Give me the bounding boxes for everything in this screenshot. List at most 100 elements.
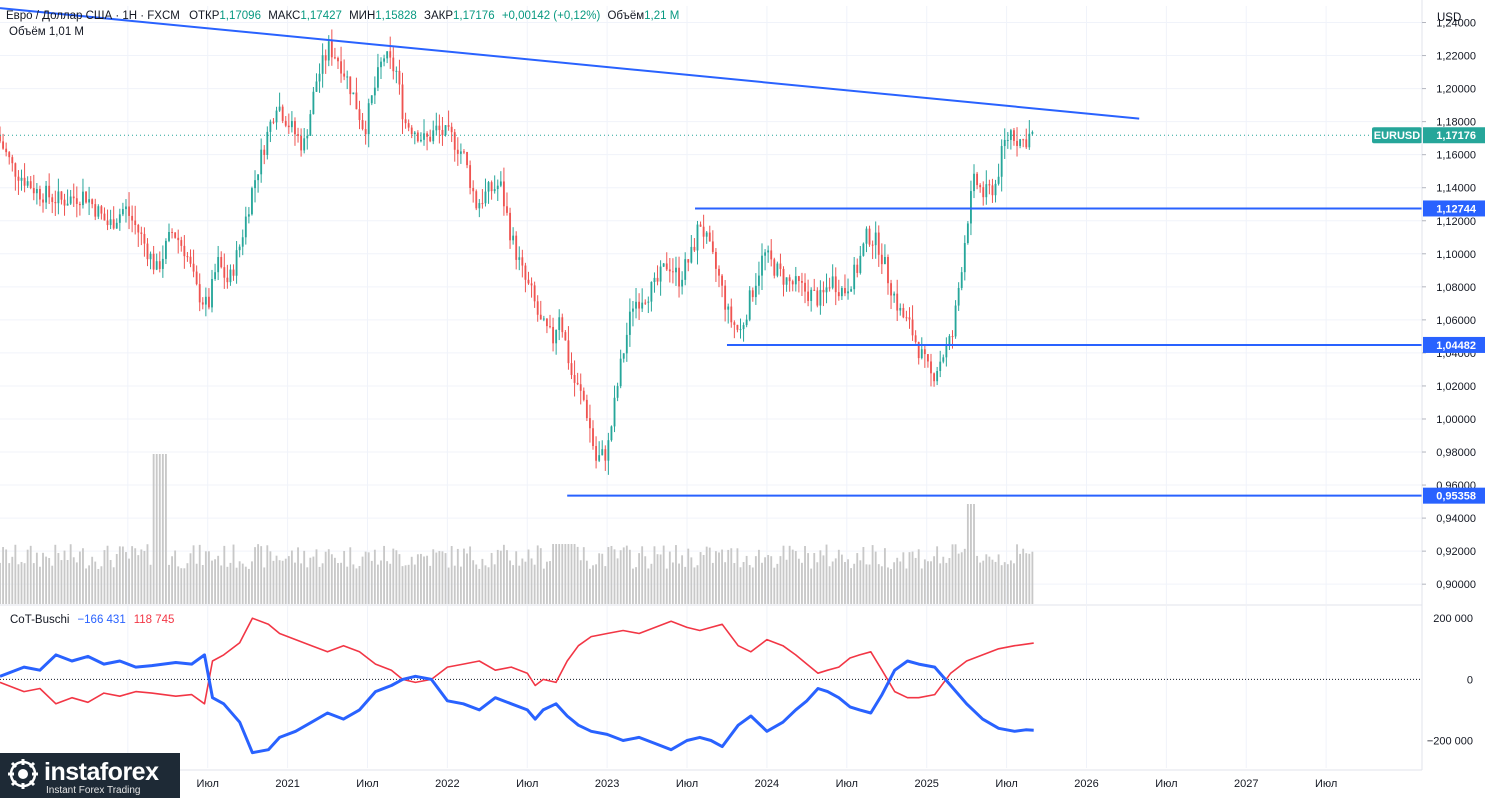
volume-bar [330,554,333,604]
volume-bar [358,566,361,604]
level-price-tag [1423,487,1485,504]
candle-body [183,245,186,257]
candle-body [963,242,966,273]
candle-body [699,224,702,227]
time-tick-label: 2021 [275,778,299,790]
volume-bar [484,565,487,604]
candle-body [82,191,84,206]
price-scale[interactable]: 1,24000 1,22000 1,20000 1,18000 1,16000 1,140… [1421,0,1485,770]
time-tick-label: Июл [1315,778,1337,790]
indicator-legend[interactable]: CoT-Buschi −166 431 118 745 [10,614,174,626]
volume-bar [309,557,312,604]
volume-bar [951,544,954,604]
volume-bar [312,556,315,604]
candle-body [979,185,982,188]
volume-bar [582,547,585,604]
volume-legend[interactable]: Объём 1,01 M [9,26,84,38]
candle-body [349,76,352,95]
time-scale[interactable]: 2020Июл2021Июл2022Июл2023Июл2024Июл2025И… [0,769,1422,790]
volume-bar [659,554,662,604]
candle-body [158,261,161,269]
volume-bar [656,554,659,604]
price-tick-label: 1,06000 [1436,315,1476,327]
time-tick-label: Июл [676,778,698,790]
candle-body [312,91,315,115]
candle-body [585,399,588,419]
volume-bar [767,555,770,604]
cot-tick-label: 0 [1467,674,1473,686]
candle-body [459,151,462,154]
candle-body [555,330,558,344]
candle-body [850,289,853,292]
volume-bar [506,550,508,604]
candle-body [647,301,650,303]
candle-body [109,219,112,226]
candle-body [573,374,576,383]
volume-bar [352,564,355,604]
candle-body [736,324,739,330]
currency-label[interactable]: USD [1437,12,1462,24]
volume-bar [125,552,127,604]
price-tick-label: 0,94000 [1436,513,1476,525]
candle-body [598,455,601,461]
price-tick-label: 1,14000 [1436,183,1476,195]
volume-bar [97,568,100,604]
volume-bar [668,551,671,604]
candle-body [933,373,935,382]
candle-body [333,57,336,59]
volume-bar [426,555,429,604]
candle-body [389,51,392,58]
volume-bar [533,564,536,604]
candle-body [942,357,945,362]
candle-body [42,199,44,203]
volume-bar [758,549,760,604]
volume-bar [982,560,985,604]
volume-bar [82,548,84,604]
price-tick-label: 1,08000 [1436,282,1476,294]
candle-body [214,272,217,279]
candle-body [0,134,1,142]
candle-body [450,126,453,133]
volume-bar [552,544,554,604]
volume-bar [290,550,293,604]
volume-bar [813,553,816,604]
candle-body [807,291,810,301]
symbol-tag [1372,127,1422,144]
indicator-blue-value: −166 431 [77,614,126,626]
candle-body [484,191,487,204]
volume-bar [112,567,115,604]
candle-body [1025,139,1028,148]
candle-body [549,326,551,328]
candle-body [463,151,465,153]
volume-bar [45,556,48,604]
trendline[interactable] [0,7,1140,120]
candle-body [733,322,736,325]
candle-body [432,130,435,142]
candle-body [791,281,794,285]
candle-body [684,259,687,280]
volume-bar [871,545,874,604]
candle-body [939,361,942,371]
candle-body [797,276,800,281]
candle-body [444,125,447,136]
candle-body [220,257,223,268]
volume-bar [1006,564,1009,604]
candle-body [887,256,889,284]
volume-bar [60,560,63,604]
candle-body [730,306,733,323]
candle-body [198,284,201,303]
candle-body [785,277,788,285]
volume-bar [20,561,23,604]
symbol-title[interactable]: Евро / Доллар США · 1Н · FXCM [6,10,180,22]
candle-body [702,226,705,237]
candle-body [435,125,438,131]
volume-bar [0,562,1,604]
volume-bar [168,564,170,604]
candle-body [481,203,484,205]
candle-body [487,182,490,192]
candle-body [589,418,591,429]
candle-body [472,187,475,192]
volume-bar [383,545,385,604]
candle-body [211,278,213,308]
